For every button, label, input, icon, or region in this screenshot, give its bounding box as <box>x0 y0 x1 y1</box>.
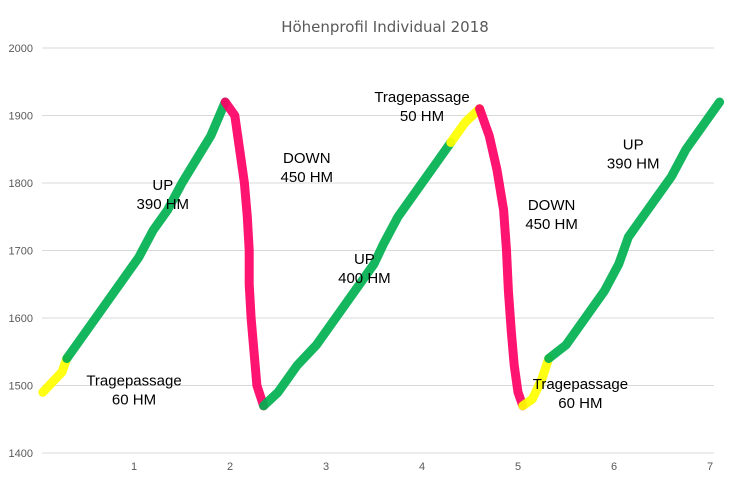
up-segment <box>62 97 230 363</box>
y-tick-label: 1700 <box>9 246 33 258</box>
up-segment <box>544 97 725 363</box>
y-axis-ticks: 1400 1500 1600 1700 1800 1900 2000 <box>9 43 33 460</box>
annotation-label: Tragepassage 60 HM <box>86 373 181 409</box>
x-tick-label: 1 <box>131 461 137 473</box>
annotation-line: 400 HM <box>338 270 391 287</box>
annotation-label: UP 400 HM <box>338 251 391 287</box>
elevation-profile <box>38 97 725 411</box>
annotations: UP 390 HM DOWN 450 HM UP 400 HM Tragepassage 50… <box>86 89 659 412</box>
annotation-label: DOWN 450 HM <box>525 197 578 233</box>
x-tick-label: 3 <box>323 461 329 473</box>
annotation-line: 50 HM <box>400 108 444 125</box>
x-tick-label: 4 <box>419 461 425 473</box>
carry-segment <box>446 104 485 147</box>
annotation-label: Tragepassage 50 HM <box>374 89 469 125</box>
annotation-line: Tragepassage <box>533 376 628 393</box>
carry-segment <box>38 354 72 397</box>
annotation-line: 450 HM <box>281 169 334 186</box>
x-axis-ticks: 1 2 3 4 5 6 7 <box>42 452 714 473</box>
annotation-line: UP <box>152 177 173 194</box>
annotation-line: DOWN <box>283 150 331 167</box>
x-tick-label: 5 <box>515 461 521 473</box>
annotation-line: 60 HM <box>558 395 602 412</box>
down-segment <box>220 97 269 411</box>
annotation-line: DOWN <box>528 197 576 214</box>
y-tick-label: 1600 <box>9 313 33 325</box>
annotation-label: UP 390 HM <box>607 136 660 172</box>
annotation-line: UP <box>623 136 644 153</box>
annotation-label: Tragepassage 60 HM <box>533 376 628 412</box>
annotation-line: 390 HM <box>137 196 190 213</box>
chart-title: Höhenprofil Individual 2018 <box>281 18 489 36</box>
y-tick-label: 1800 <box>9 178 33 190</box>
y-tick-label: 1900 <box>9 111 33 123</box>
carry-segment <box>518 354 554 411</box>
x-tick-label: 7 <box>707 461 713 473</box>
annotation-line: Tragepassage <box>86 373 181 390</box>
annotation-line: Tragepassage <box>374 89 469 106</box>
annotation-line: 450 HM <box>525 216 578 233</box>
annotation-label: DOWN 450 HM <box>281 150 334 186</box>
annotation-line: 390 HM <box>607 155 660 172</box>
y-tick-label: 1400 <box>9 448 33 460</box>
annotation-line: UP <box>354 251 375 268</box>
x-tick-label: 2 <box>227 461 233 473</box>
x-tick-label: 6 <box>611 461 617 473</box>
annotation-line: 60 HM <box>112 392 156 409</box>
annotation-label: UP 390 HM <box>137 177 190 213</box>
y-tick-label: 1500 <box>9 381 33 393</box>
y-tick-label: 2000 <box>9 43 33 55</box>
up-segment <box>259 138 456 411</box>
grid <box>42 47 714 454</box>
down-segment <box>475 104 528 411</box>
